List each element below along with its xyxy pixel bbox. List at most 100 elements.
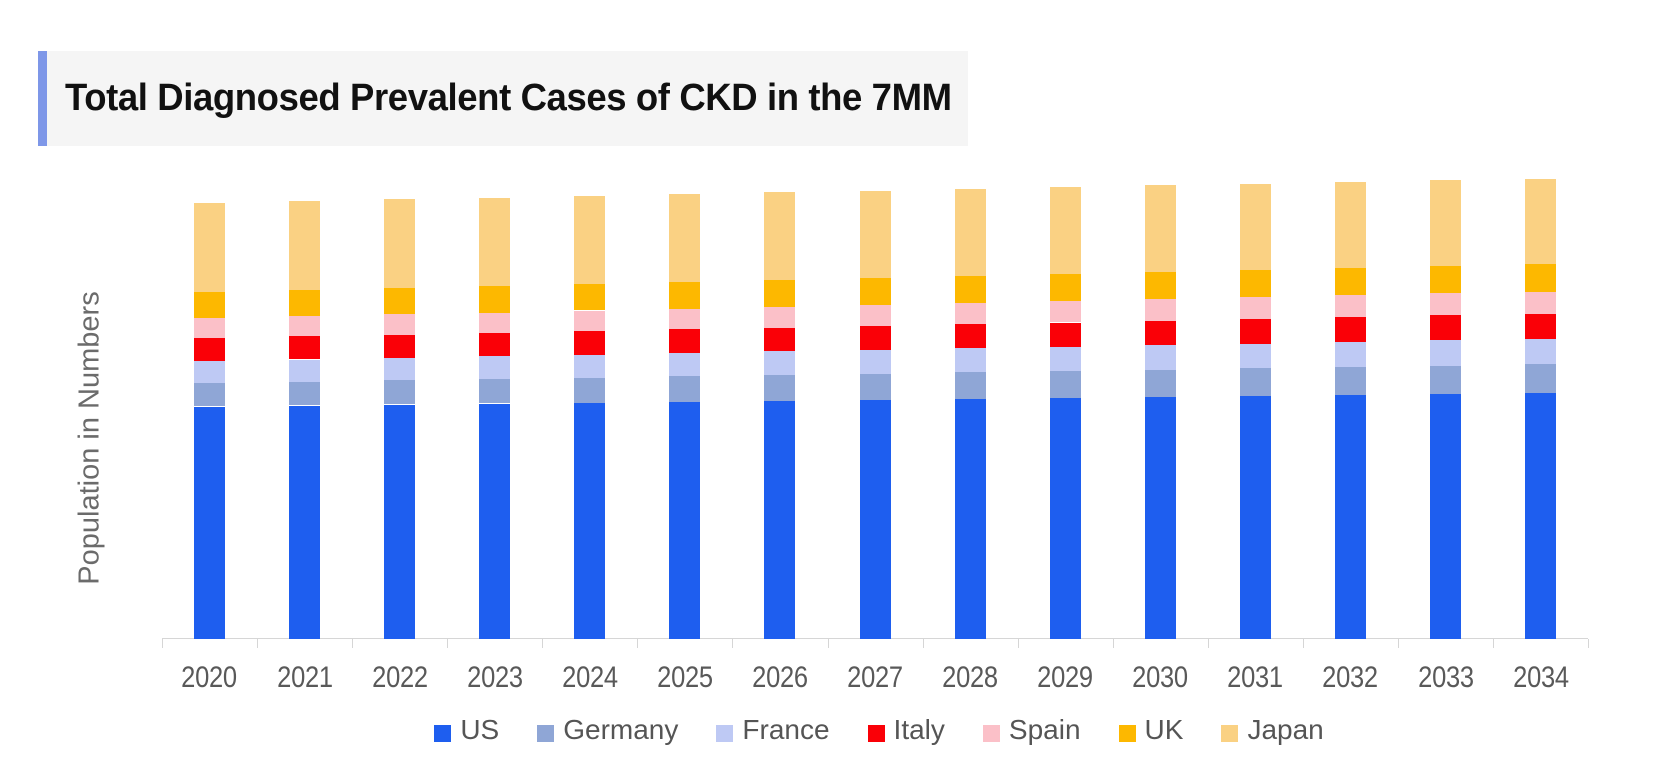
bar-segment-uk-2031[interactable] [1239,269,1271,298]
bar-segment-spain-2031[interactable] [1239,297,1271,319]
bar-segment-spain-2023[interactable] [479,312,511,333]
bar-segment-italy-2025[interactable] [669,329,701,354]
bar-segment-japan-2022[interactable] [384,199,416,288]
bar-segment-france-2023[interactable] [479,356,511,379]
bar-segment-spain-2024[interactable] [574,310,606,332]
bar-segment-italy-2020[interactable] [193,338,225,362]
bar-segment-france-2030[interactable] [1144,345,1176,370]
bar-segment-uk-2024[interactable] [574,283,606,311]
bar-segment-france-2025[interactable] [669,353,701,377]
bar-segment-france-2034[interactable] [1525,338,1557,365]
bar-segment-france-2027[interactable] [859,349,891,374]
bar-segment-uk-2022[interactable] [384,288,416,315]
bar-segment-italy-2032[interactable] [1334,317,1366,342]
bar-segment-france-2028[interactable] [954,348,986,373]
bar-segment-france-2022[interactable] [384,357,416,381]
legend-item-us[interactable]: US [434,716,499,744]
bar-segment-germany-2025[interactable] [669,376,701,402]
bar-segment-us-2033[interactable] [1430,393,1462,640]
bar-segment-japan-2024[interactable] [574,195,606,284]
bar-segment-japan-2031[interactable] [1239,183,1271,270]
bar-segment-germany-2029[interactable] [1049,371,1081,398]
bar-segment-us-2028[interactable] [954,398,986,640]
bar-segment-germany-2030[interactable] [1144,369,1176,397]
bar-segment-france-2020[interactable] [193,361,225,383]
bar-segment-spain-2026[interactable] [764,306,796,328]
bar-segment-us-2024[interactable] [574,402,606,640]
bar-segment-spain-2033[interactable] [1430,293,1462,316]
bar-segment-france-2031[interactable] [1239,343,1271,369]
bar-segment-uk-2033[interactable] [1430,265,1462,294]
bar-segment-germany-2033[interactable] [1430,365,1462,394]
legend-item-spain[interactable]: Spain [982,716,1081,744]
bar-segment-germany-2028[interactable] [954,372,986,399]
bar-segment-uk-2027[interactable] [859,277,891,305]
bar-segment-germany-2024[interactable] [574,377,606,403]
bar-segment-japan-2020[interactable] [193,202,225,292]
bar-segment-italy-2024[interactable] [574,331,606,355]
bar-segment-japan-2027[interactable] [859,190,891,278]
bar-segment-italy-2021[interactable] [289,336,321,360]
legend-item-uk[interactable]: UK [1118,716,1183,744]
bar-segment-us-2034[interactable] [1525,392,1557,640]
bar-segment-france-2032[interactable] [1334,341,1366,367]
bar-segment-us-2029[interactable] [1049,397,1081,640]
bar-segment-italy-2023[interactable] [479,332,511,357]
legend-item-germany[interactable]: Germany [537,716,678,744]
bar-segment-us-2021[interactable] [289,405,321,640]
bar-segment-spain-2027[interactable] [859,304,891,326]
bar-segment-spain-2022[interactable] [384,314,416,335]
legend-item-france[interactable]: France [716,716,830,744]
bar-segment-uk-2025[interactable] [669,282,701,309]
bar-segment-france-2026[interactable] [764,351,796,375]
bar-segment-japan-2029[interactable] [1049,187,1081,274]
bar-segment-germany-2022[interactable] [384,380,416,405]
bar-segment-uk-2028[interactable] [954,275,986,303]
bar-segment-japan-2030[interactable] [1144,185,1176,272]
bar-segment-us-2027[interactable] [859,399,891,640]
bar-segment-italy-2030[interactable] [1144,320,1176,345]
bar-segment-japan-2028[interactable] [954,189,986,276]
bar-segment-us-2023[interactable] [479,403,511,640]
bar-segment-germany-2032[interactable] [1334,367,1366,395]
bar-segment-germany-2020[interactable] [193,382,225,407]
bar-segment-spain-2021[interactable] [289,316,321,337]
bar-segment-us-2025[interactable] [669,401,701,640]
bar-segment-france-2021[interactable] [289,359,321,382]
bar-segment-france-2033[interactable] [1430,340,1462,366]
bar-segment-italy-2028[interactable] [954,324,986,349]
bar-segment-uk-2030[interactable] [1144,271,1176,300]
bar-segment-uk-2029[interactable] [1049,273,1081,302]
bar-segment-italy-2027[interactable] [859,325,891,350]
bar-segment-italy-2022[interactable] [384,334,416,358]
bar-segment-spain-2032[interactable] [1334,295,1366,318]
bar-segment-japan-2025[interactable] [669,194,701,282]
bar-segment-japan-2034[interactable] [1525,178,1557,264]
bar-segment-germany-2026[interactable] [764,374,796,401]
bar-segment-us-2022[interactable] [384,404,416,640]
bar-segment-spain-2029[interactable] [1049,301,1081,323]
bar-segment-germany-2031[interactable] [1239,368,1271,396]
bar-segment-spain-2034[interactable] [1525,291,1557,314]
bar-segment-uk-2020[interactable] [193,292,225,319]
bar-segment-spain-2030[interactable] [1144,299,1176,321]
bar-segment-uk-2032[interactable] [1334,267,1366,296]
bar-segment-france-2024[interactable] [574,354,606,378]
bar-segment-uk-2021[interactable] [289,290,321,317]
bar-segment-uk-2034[interactable] [1525,263,1557,292]
bar-segment-us-2020[interactable] [193,406,225,640]
bar-segment-italy-2031[interactable] [1239,319,1271,344]
bar-segment-italy-2029[interactable] [1049,322,1081,347]
bar-segment-uk-2023[interactable] [479,286,511,313]
bar-segment-germany-2034[interactable] [1525,364,1557,393]
bar-segment-italy-2026[interactable] [764,327,796,352]
bar-segment-germany-2027[interactable] [859,373,891,400]
bar-segment-us-2030[interactable] [1144,396,1176,640]
legend-item-italy[interactable]: Italy [867,716,945,744]
bar-segment-spain-2025[interactable] [669,308,701,330]
bar-segment-italy-2034[interactable] [1525,313,1557,339]
bar-segment-japan-2032[interactable] [1334,182,1366,268]
bar-segment-france-2029[interactable] [1049,346,1081,371]
bar-segment-japan-2023[interactable] [479,197,511,286]
bar-segment-japan-2033[interactable] [1430,180,1462,266]
